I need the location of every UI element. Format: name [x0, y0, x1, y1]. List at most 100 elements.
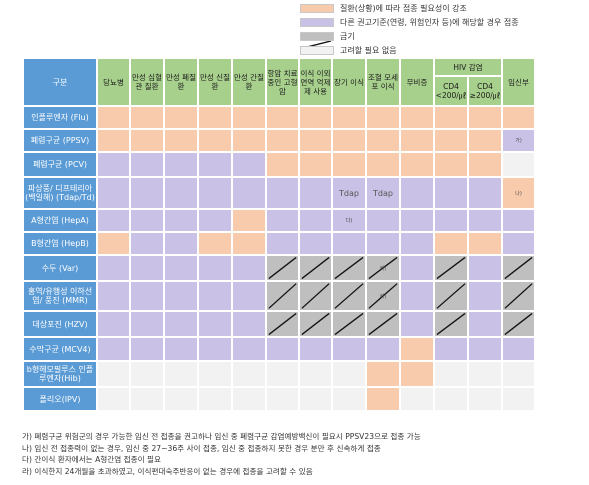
cell-other [165, 210, 197, 231]
footnote: 가) 폐렴구균 위험군의 경우 가능한 임신 전 접종을 권고하나 임신 중 폐… [22, 432, 421, 441]
header-row: CD4 <200/㎕ CD4 ≥200/㎕ [24, 77, 534, 105]
cell-rec [469, 107, 501, 128]
cell-contra [333, 312, 365, 336]
cell-rec [199, 130, 231, 151]
cell-rec [165, 130, 197, 151]
cell-contra [333, 282, 365, 310]
cell-rec [469, 130, 501, 151]
cell-other: 가) [503, 130, 534, 151]
row-label: 폐렴구균 (PPSV) [24, 130, 96, 151]
cell-other [233, 178, 265, 208]
cell-rec [98, 233, 129, 254]
cell-other [98, 178, 129, 208]
cell-other: 다) [333, 210, 365, 231]
table-row: 폐렴구균 (PCV) [24, 153, 534, 176]
cell-other [469, 282, 501, 310]
cell-other [503, 210, 534, 231]
cell-other [401, 312, 433, 336]
cell-rec [233, 233, 265, 254]
cell-rec [98, 130, 129, 151]
table-row: 수두 (Var) 라) [24, 256, 534, 280]
cell-other [401, 282, 433, 310]
table-row: 파상풍/ 디프테리아 (백일해) (Tdap/Td) Tdap Tdap 나) [24, 178, 534, 208]
contraindication-slash-icon [503, 282, 534, 310]
cell-rec [469, 233, 501, 254]
cell-other [233, 338, 265, 360]
cell-contra [267, 256, 298, 280]
cell-none [233, 388, 265, 410]
cell-none [300, 388, 331, 410]
table-row: 폐렴구균 (PPSV) 가) [24, 130, 534, 151]
table-header: 구분 당뇨병 만성 심혈관 질환 만성 폐질환 만성 신질환 만성 간질환 항암 치료 중인… [24, 59, 534, 105]
cell-none [165, 388, 197, 410]
cell-other [300, 338, 331, 360]
cell-note: 가) [515, 138, 522, 144]
cell-rec [401, 338, 433, 360]
cell-other [435, 338, 467, 360]
cell-other [367, 338, 399, 360]
cell-rec [333, 153, 365, 176]
cell-none [401, 388, 433, 410]
cell-other [199, 282, 231, 310]
contraindication-slash-icon [300, 282, 331, 310]
cell-none [267, 388, 298, 410]
cell-other [233, 256, 265, 280]
cell-none [300, 362, 331, 386]
table-row: 대상포진 (HZV) [24, 312, 534, 336]
row-label: 파상풍/ 디프테리아 (백일해) (Tdap/Td) [24, 178, 96, 208]
cell-other [435, 210, 467, 231]
cell-rec [131, 107, 163, 128]
cell-note: Tdap [373, 188, 393, 198]
cell-rec [98, 107, 129, 128]
cell-other [469, 210, 501, 231]
cell-rec [401, 107, 433, 128]
column-header: 만성 심혈관 질환 [131, 59, 163, 105]
column-header: 장기 이식 [333, 59, 365, 105]
cell-other [233, 312, 265, 336]
cell-contra [267, 312, 298, 336]
row-label: 폴리오(IPV) [24, 388, 96, 410]
contraindication-slash-icon [367, 256, 399, 280]
table-row: B형간염 (HepB) [24, 233, 534, 254]
contraindication-slash-icon [333, 312, 365, 336]
cell-none [98, 388, 129, 410]
cell-none [503, 153, 534, 176]
row-label: B형간염 (HepB) [24, 233, 96, 254]
cell-other [469, 256, 501, 280]
cell-contra [267, 282, 298, 310]
cell-rec [401, 362, 433, 386]
cell-rec [435, 107, 467, 128]
legend-swatch [300, 31, 334, 49]
cell-none [469, 388, 501, 410]
contraindication-slash-icon [267, 312, 298, 336]
row-label: A형간염 (HepA) [24, 210, 96, 231]
cell-contra [503, 256, 534, 280]
cell-other [233, 282, 265, 310]
legend-swatch [300, 17, 334, 27]
cell-rec [131, 130, 163, 151]
cell-other [98, 338, 129, 360]
legend-label: 다른 권고기준(연령, 위험인자 등)에 해당할 경우 접종 [340, 17, 519, 27]
corner-header: 구분 [24, 59, 96, 105]
cell-none [469, 362, 501, 386]
cell-other [233, 153, 265, 176]
cell-rec [300, 153, 331, 176]
cell-other [267, 233, 298, 254]
table-body: 인플루엔자 (Flu) 폐렴구균 (PPSV) 가) 폐렴구균 (PCV) 파상풍/ 디… [24, 107, 534, 410]
cell-other [131, 153, 163, 176]
cell-rec [165, 107, 197, 128]
cell-rec [367, 388, 399, 410]
contraindication-slash-icon [435, 312, 467, 336]
contraindication-slash-icon [435, 256, 467, 280]
cell-rec [199, 107, 231, 128]
cell-other [165, 153, 197, 176]
cell-none [131, 362, 163, 386]
cell-other [300, 210, 331, 231]
cell-rec [333, 107, 365, 128]
contraindication-slash-icon [267, 282, 298, 310]
contraindication-slash-icon [367, 312, 399, 336]
legend-item: 다른 권고기준(연령, 위험인자 등)에 해당할 경우 접종 [300, 16, 585, 28]
cell-other [131, 178, 163, 208]
cell-contra [435, 256, 467, 280]
legend-label: 질환(상황)에 따라 접종 필요성이 강조 [340, 3, 467, 13]
